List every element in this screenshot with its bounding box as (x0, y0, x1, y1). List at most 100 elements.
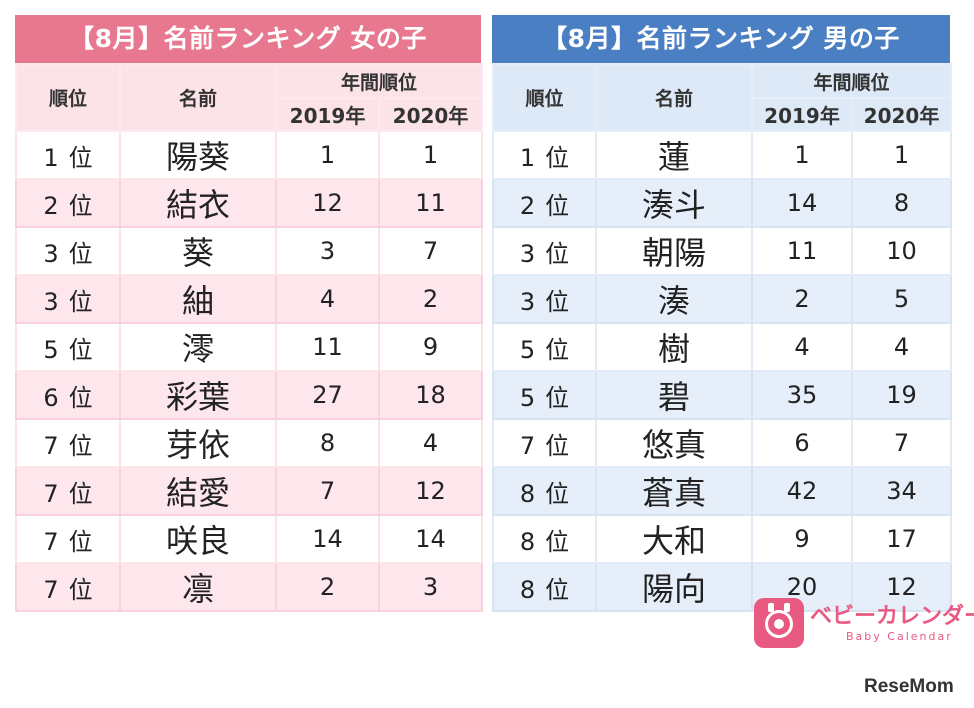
boys-2019-cell: 11 (751, 226, 853, 276)
boys-rank-suffix: 位 (545, 335, 570, 364)
baby-calendar-logo: ベビーカレンダー Baby Calendar (754, 598, 974, 650)
boys-2019-cell: 9 (751, 514, 853, 564)
boys-2019-cell: 42 (751, 466, 853, 516)
boys-name-cell: 朝陽 (595, 226, 753, 276)
boys-rank-suffix: 位 (545, 287, 570, 316)
boys-rank-suffix: 位 (545, 431, 570, 460)
boys-2019-cell: 4 (751, 322, 853, 372)
girls-2019-cell: 4 (275, 274, 380, 324)
boys-table-row: 7 位悠真 6 7 (492, 418, 953, 468)
boys-2020-cell: 17 (850, 514, 953, 564)
girls-2019-cell: 3 (275, 226, 380, 276)
boys-rank-number: 3 (519, 239, 536, 268)
boys-2019-cell: 2 (751, 274, 853, 324)
boys-header-2019: 2019年 (751, 97, 853, 132)
girls-header-name: 名前 (119, 63, 277, 132)
girls-name-cell: 芽依 (119, 418, 277, 468)
boys-2019-cell: 35 (751, 370, 853, 420)
boys-table-row: 5 位碧 35 19 (492, 370, 953, 420)
boys-rank-suffix: 位 (545, 239, 570, 268)
boys-header-name: 名前 (595, 63, 753, 132)
girls-table-row: 7 位咲良 14 14 (15, 514, 484, 564)
girls-2020-cell: 18 (377, 370, 484, 420)
boys-2020-cell: 5 (850, 274, 953, 324)
girls-rank-number: 6 (43, 383, 59, 412)
boys-2020-cell: 19 (850, 370, 953, 420)
boys-2019-cell: 6 (751, 418, 853, 468)
girls-name-cell: 彩葉 (119, 370, 277, 420)
boys-table-row: 8 位大和 9 17 (492, 514, 953, 564)
baby-calendar-icon (754, 598, 804, 648)
girls-header-annual: 年間順位 (274, 63, 484, 99)
girls-2020-cell: 1 (377, 130, 484, 180)
girls-rank-suffix: 位 (68, 335, 93, 364)
boys-rank-number: 2 (519, 191, 536, 220)
boys-table-row: 8 位陽向 20 12 (492, 562, 953, 612)
girls-2020-cell: 12 (377, 466, 484, 516)
boys-title: 【8月】名前ランキング 男の子 (492, 15, 950, 63)
girls-table-row: 2 位結衣 12 11 (15, 178, 484, 228)
boys-table-row: 8 位蒼真 42 34 (492, 466, 953, 516)
boys-header-annual: 年間順位 (750, 63, 953, 99)
girls-rank-suffix: 位 (68, 431, 93, 460)
girls-rank-number: 7 (43, 575, 59, 604)
boys-rank-suffix: 位 (545, 527, 570, 556)
boys-name-cell: 陽向 (595, 562, 753, 612)
girls-rank-suffix: 位 (68, 191, 93, 220)
boys-rank-number: 8 (519, 479, 536, 508)
girls-name-cell: 澪 (119, 322, 277, 372)
girls-rank-suffix: 位 (68, 143, 93, 172)
boys-rank-number: 5 (519, 335, 536, 364)
boys-rank-suffix: 位 (545, 479, 570, 508)
boys-rank-number: 8 (519, 575, 536, 604)
girls-2020-cell: 4 (377, 418, 484, 468)
boys-name-cell: 碧 (595, 370, 753, 420)
girls-2019-cell: 27 (275, 370, 380, 420)
boys-rank-suffix: 位 (545, 383, 570, 412)
girls-2020-cell: 2 (377, 274, 484, 324)
boys-rank-number: 3 (519, 287, 536, 316)
girls-name-cell: 葵 (119, 226, 277, 276)
boys-name-cell: 湊 (595, 274, 753, 324)
boys-name-cell: 蒼真 (595, 466, 753, 516)
boys-2019-cell: 14 (751, 178, 853, 228)
boys-2020-cell: 34 (850, 466, 953, 516)
boys-ranking-panel: 【8月】名前ランキング 男の子 順位 名前 年間順位 2019年 2020年 1… (492, 15, 953, 612)
logo-text: ベビーカレンダー (810, 604, 974, 629)
girls-header-2019: 2019年 (275, 97, 380, 132)
resemom-watermark: ReseMom (864, 676, 954, 697)
boys-name-cell: 湊斗 (595, 178, 753, 228)
girls-2019-cell: 12 (275, 178, 380, 228)
girls-table-row: 6 位彩葉 27 18 (15, 370, 484, 420)
boys-2020-cell: 7 (850, 418, 953, 468)
girls-rank-number: 1 (43, 143, 59, 172)
girls-title: 【8月】名前ランキング 女の子 (15, 15, 481, 63)
logo-subtext: Baby Calendar (846, 630, 953, 643)
girls-table-row: 5 位澪 11 9 (15, 322, 484, 372)
boys-rank-number: 7 (519, 431, 536, 460)
boys-2020-cell: 8 (850, 178, 953, 228)
boys-2020-cell: 4 (850, 322, 953, 372)
girls-2020-cell: 3 (377, 562, 484, 612)
girls-rank-suffix: 位 (68, 575, 93, 604)
boys-rank-number: 1 (519, 143, 536, 172)
girls-name-cell: 紬 (119, 274, 277, 324)
boys-table-row: 2 位湊斗 14 8 (492, 178, 953, 228)
